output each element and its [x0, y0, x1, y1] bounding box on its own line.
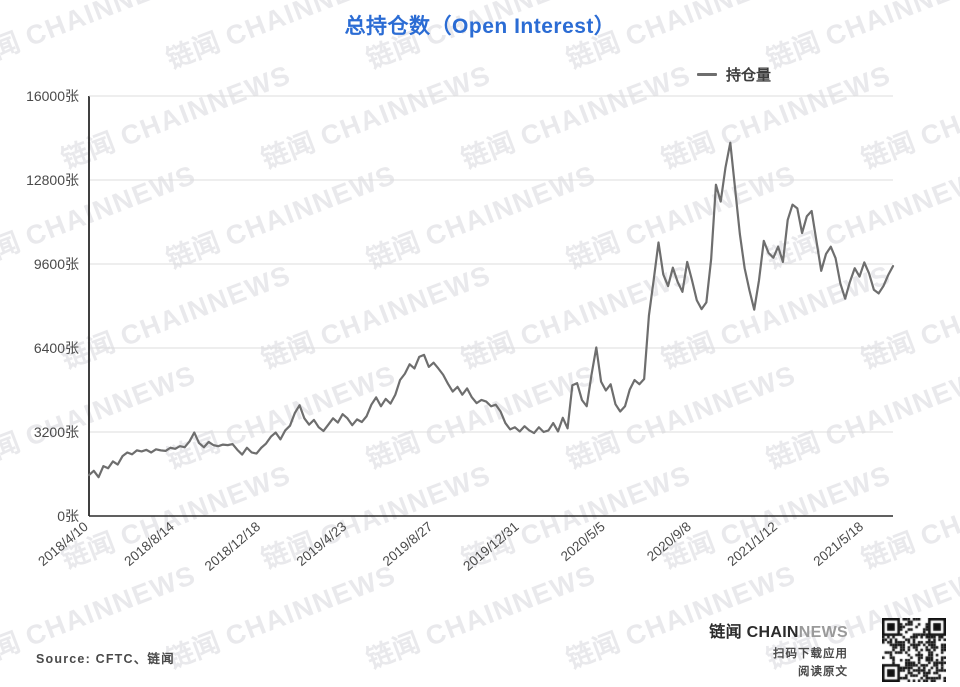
y-axis-tick-label: 6400张 [34, 340, 79, 356]
y-axis-tick-label: 9600张 [34, 256, 79, 272]
x-axis-tick-label: 2018/8/14 [121, 518, 177, 568]
y-axis-tick-label: 12800张 [26, 172, 79, 188]
legend-line-marker [697, 73, 717, 76]
y-axis-tick-label: 0张 [57, 508, 79, 524]
x-axis-tick-label: 2018/4/10 [35, 519, 91, 569]
brand-sub-line-2: 阅读原文 [798, 665, 848, 678]
brand-news: NEWS [798, 624, 848, 641]
y-axis-tick-label: 3200张 [34, 424, 79, 440]
data-series-line [87, 141, 895, 479]
page-title: 总持仓数（Open Interest） [344, 15, 616, 38]
brand-subtext: 扫码下载应用 阅读原文 [709, 646, 848, 682]
qr-code[interactable] [882, 618, 946, 682]
source-note: Source: CFTC、链闻 [36, 652, 175, 666]
x-axis-tick-label: 2021/1/12 [724, 519, 780, 569]
legend-item-label: 持仓量 [726, 67, 772, 84]
x-axis-tick-label: 2021/5/18 [811, 519, 867, 569]
brand-sub-line-1: 扫码下载应用 [773, 648, 848, 660]
x-axis-tick-label: 2019/4/23 [294, 519, 350, 569]
x-axis-tick-label: 2020/9/8 [644, 519, 694, 564]
x-axis-tick-label: 2019/8/27 [380, 519, 436, 569]
x-axis-tick-label: 2019/12/31 [460, 519, 521, 574]
y-axis-tick-label: 16000张 [26, 88, 79, 104]
chart-legend: 持仓量 [697, 64, 771, 85]
x-axis-tick-label: 2020/5/5 [558, 519, 608, 564]
brand-block: 链闻 CHAINNEWS 扫码下载应用 阅读原文 [709, 618, 848, 682]
brand-cn: 链闻 [709, 624, 742, 641]
brand-logo-text: 链闻 CHAINNEWS [709, 618, 848, 642]
brand-chain: CHAIN [746, 624, 799, 641]
x-axis-tick-label: 2018/12/18 [202, 519, 263, 574]
